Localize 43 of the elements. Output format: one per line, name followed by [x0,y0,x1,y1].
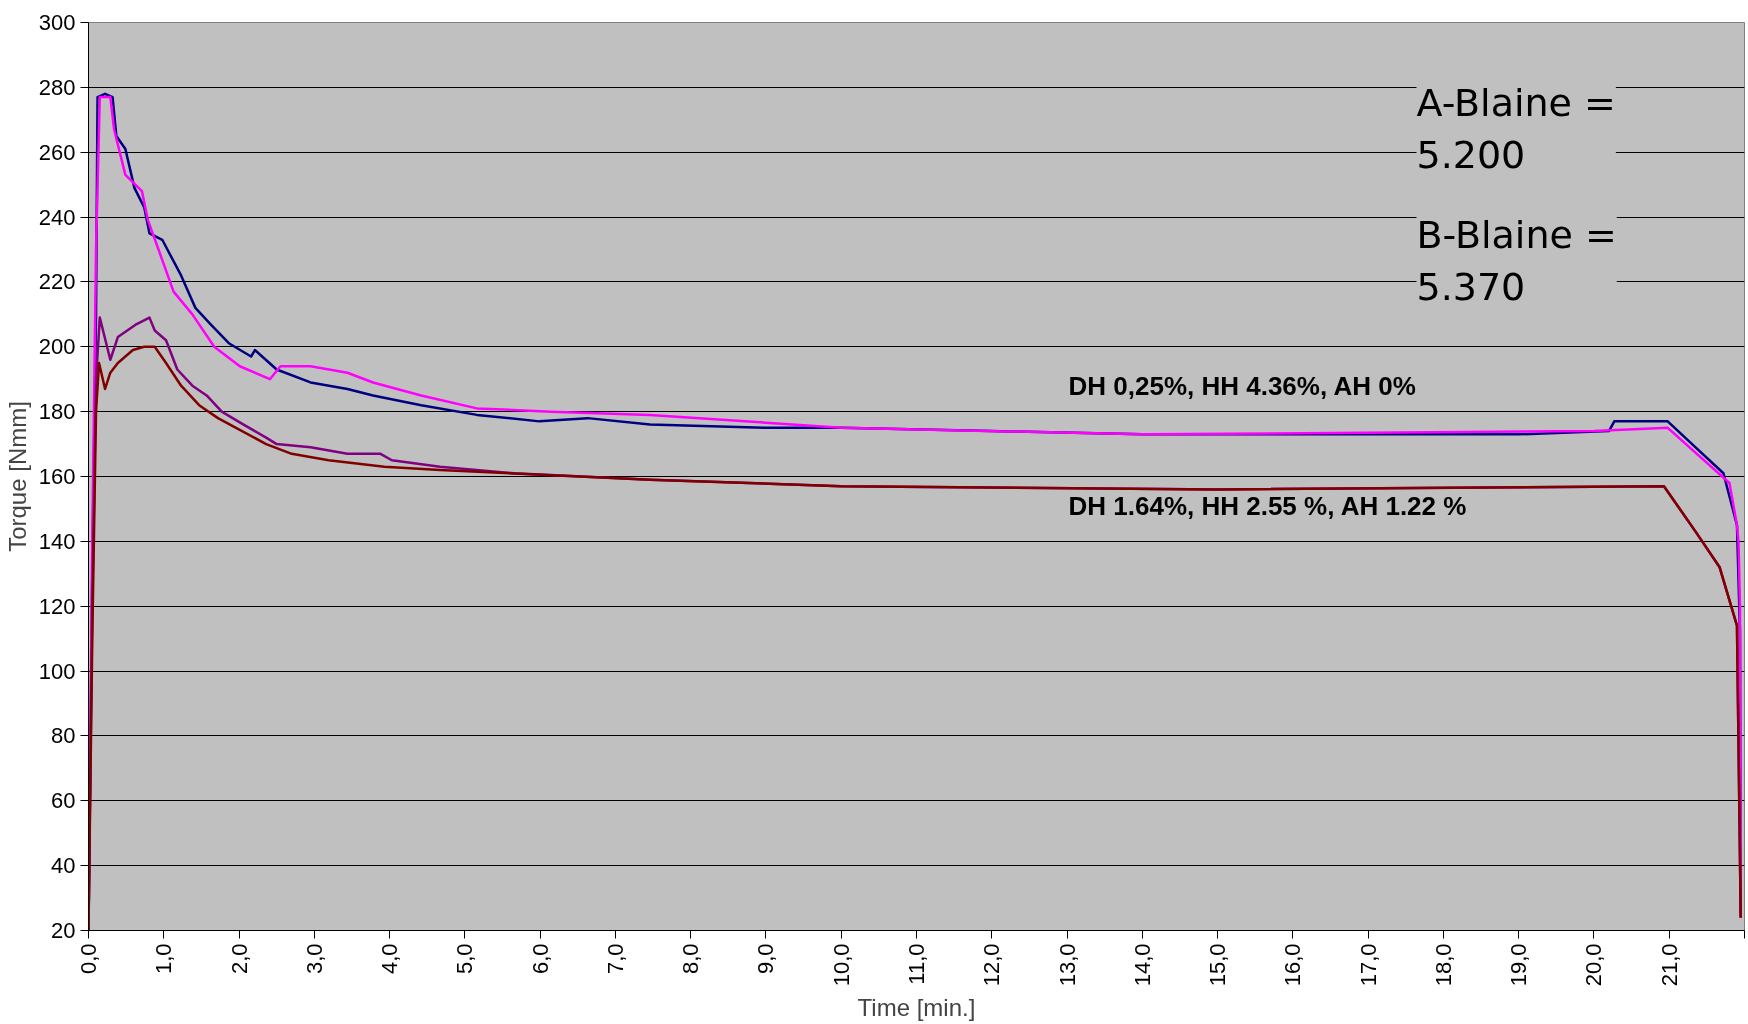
y-tick-label: 140 [38,528,76,554]
annotation: DH 1.64%, HH 2.55 %, AH 1.22 % [1068,490,1467,521]
y-tick-label: 220 [38,269,76,295]
x-tick-label: 21,0 [1656,943,1682,987]
x-tick-label: 15,0 [1205,943,1231,987]
x-tick-label: 4,0 [377,943,403,975]
x-tick-label: 18,0 [1430,943,1456,987]
x-tick-label: 6,0 [527,943,553,975]
x-tick-label: 13,0 [1054,943,1080,987]
annotation: A-Blaine = 5.200 [1416,80,1616,178]
y-tick-label: 300 [38,10,76,35]
y-tick-label: 160 [38,464,76,489]
x-tick-label: 11,0 [904,943,929,985]
x-tick-label: 3,0 [301,943,327,975]
x-axis-title: Time [min.] [857,994,976,1022]
x-tick-label: 1,0 [151,943,177,975]
x-tick-label: 16,0 [1280,943,1306,987]
y-tick-label: 20 [51,918,76,943]
x-tick-label: 20,0 [1581,943,1607,987]
y-tick-label: 80 [51,723,76,749]
y-tick-label: 100 [38,658,76,684]
x-tick-label: 14,0 [1129,943,1155,987]
y-tick-label: 40 [51,853,76,879]
y-tick-label: 260 [38,139,76,165]
annotation: B-Blaine = 5.370 [1416,212,1617,310]
x-tick-label: 9,0 [753,943,779,975]
y-tick-label: 200 [38,334,76,360]
x-tick-label: 5,0 [452,943,478,975]
x-tick-label: 8,0 [678,943,704,975]
y-tick-label: 180 [38,399,76,425]
x-tick-label: 2,0 [226,943,252,975]
y-tick-label: 60 [51,788,76,814]
y-tick-label: 240 [38,204,76,230]
x-tick-label: 12,0 [979,943,1005,987]
y-axis-title: Torque [Nmm] [3,401,31,552]
y-tick-label: 120 [38,593,76,619]
x-tick-label: 7,0 [602,943,628,975]
x-tick-label: 10,0 [828,943,854,987]
y-tick-label: 280 [38,74,76,100]
annotation: DH 0,25%, HH 4.36%, AH 0% [1068,370,1416,401]
x-tick-label: 0,0 [76,943,101,975]
x-tick-label: 19,0 [1506,943,1532,987]
x-tick-label: 17,0 [1355,943,1381,987]
